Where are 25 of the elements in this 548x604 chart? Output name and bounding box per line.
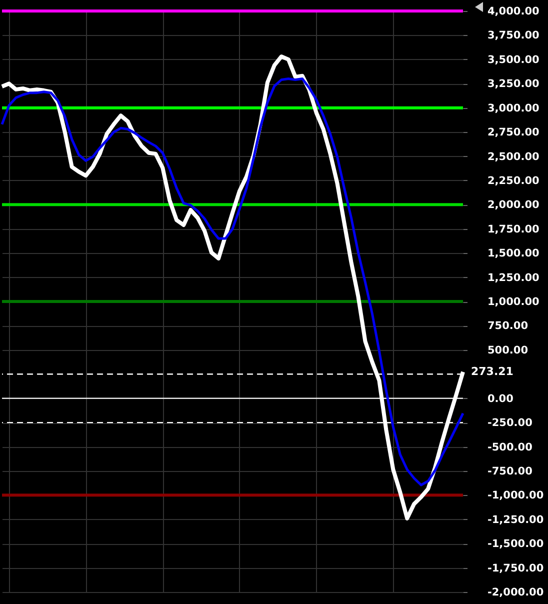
- y-tick-label: 3,500.00: [488, 54, 540, 66]
- y-tick-label: 2,500.00: [488, 150, 540, 163]
- y-tick-label: -500.00: [488, 441, 532, 454]
- y-tick-label: 0.00: [488, 392, 514, 405]
- y-tick-label: -750.00: [488, 465, 532, 478]
- y-tick-label: 3,000.00: [488, 102, 540, 114]
- y-tick-label: -1,750.00: [488, 562, 544, 574]
- y-tick-label: -1,500.00: [488, 538, 544, 550]
- y-tick-label: 3,250.00: [488, 78, 540, 90]
- y-tick-label: 2,250.00: [488, 174, 540, 187]
- y-tick-label: 3,750.00: [488, 30, 540, 42]
- y-tick-label: 1,750.00: [488, 223, 540, 236]
- y-tick-label: -1,000.00: [488, 490, 544, 502]
- y-tick-label: 500.00: [488, 344, 528, 356]
- y-tick-label: 4,000.00: [488, 6, 540, 18]
- y-tick-label: 2,000.00: [488, 199, 540, 212]
- y-tick-label: -250.00: [488, 417, 532, 430]
- y-tick-label: -1,250.00: [488, 514, 544, 526]
- y-tick-label: 1,000.00: [488, 296, 540, 308]
- y-tick-label: 1,500.00: [488, 248, 540, 260]
- y-tick-label: 2,750.00: [488, 126, 540, 139]
- y-tick-label: -2,000.00: [488, 586, 544, 598]
- y-tick-label: 1,250.00: [488, 272, 540, 284]
- y-tick-label: 750.00: [488, 320, 528, 332]
- data-label: 273.21: [471, 364, 514, 378]
